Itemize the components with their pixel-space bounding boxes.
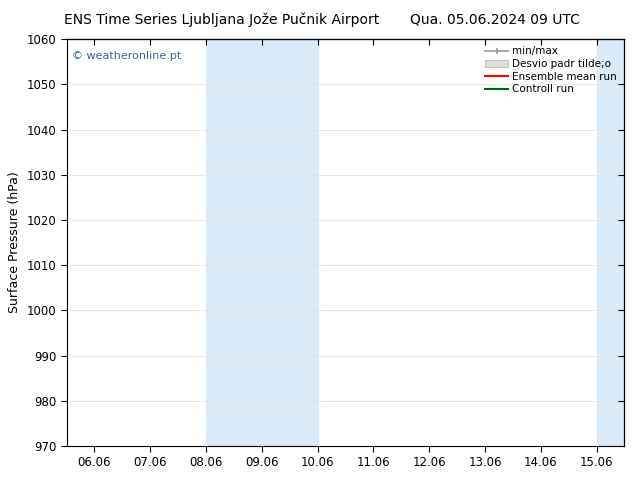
Bar	[206, 39, 262, 446]
Y-axis label: Surface Pressure (hPa): Surface Pressure (hPa)	[8, 172, 21, 314]
Bar	[262, 39, 318, 446]
Text: Qua. 05.06.2024 09 UTC: Qua. 05.06.2024 09 UTC	[410, 12, 579, 26]
Text: ENS Time Series Ljubljana Jože Pučnik Airport: ENS Time Series Ljubljana Jože Pučnik Ai…	[64, 12, 380, 27]
Legend: min/max, Desvio padr tilde;o, Ensemble mean run, Controll run: min/max, Desvio padr tilde;o, Ensemble m…	[481, 42, 621, 98]
Text: © weatheronline.pt: © weatheronline.pt	[72, 51, 181, 61]
Bar	[597, 39, 624, 446]
